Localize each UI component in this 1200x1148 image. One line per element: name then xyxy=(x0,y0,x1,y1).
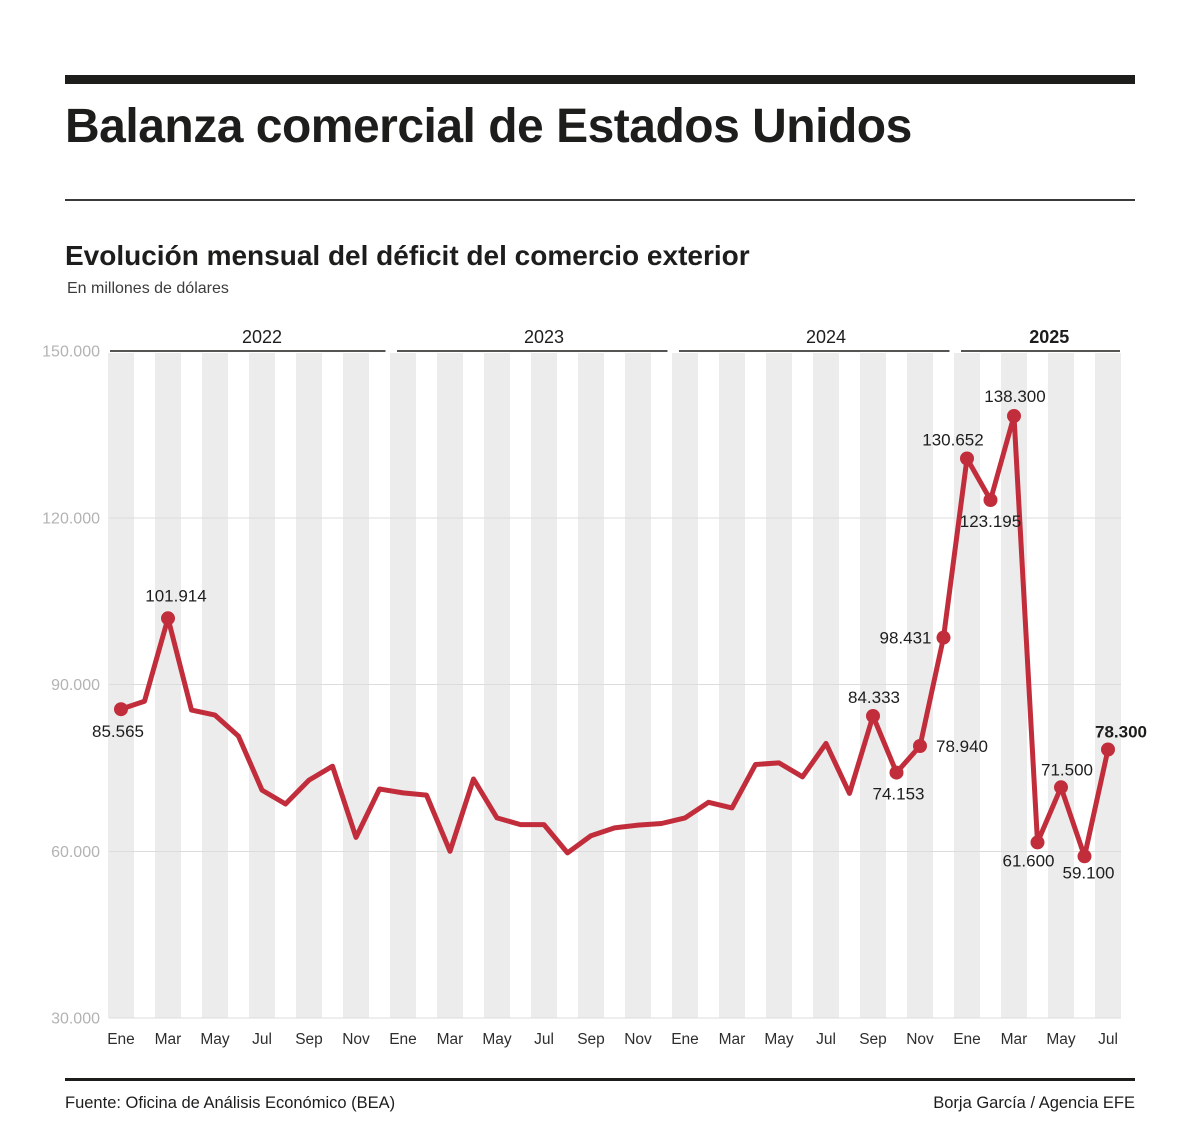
data-point-marker xyxy=(1030,835,1045,850)
data-point-label: 59.100 xyxy=(1063,863,1115,882)
month-stripe xyxy=(343,353,369,1018)
xtick-label: Ene xyxy=(671,1031,699,1048)
xtick-label: Mar xyxy=(437,1031,464,1048)
xtick-label: Jul xyxy=(1098,1031,1118,1048)
xtick-label: May xyxy=(764,1031,794,1048)
data-point-label: 74.153 xyxy=(873,785,925,804)
xtick-label: Jul xyxy=(816,1031,836,1048)
month-stripe xyxy=(108,353,134,1018)
data-point-label: 78.300 xyxy=(1095,723,1147,742)
xtick-label: Sep xyxy=(295,1031,323,1048)
month-stripe xyxy=(625,353,651,1018)
data-point-marker xyxy=(960,451,974,466)
data-point-marker xyxy=(1007,409,1021,423)
xtick-label: Sep xyxy=(577,1031,605,1048)
data-point-marker xyxy=(889,765,904,780)
month-stripe xyxy=(531,353,557,1018)
year-label: 2024 xyxy=(806,327,846,347)
data-point-marker xyxy=(1077,849,1092,864)
xtick-label: Jul xyxy=(534,1031,554,1048)
xtick-label: Ene xyxy=(389,1031,417,1048)
data-point-label: 61.600 xyxy=(1003,851,1055,870)
title-divider xyxy=(65,199,1135,201)
xtick-label: Nov xyxy=(906,1031,934,1048)
xtick-label: Mar xyxy=(719,1031,746,1048)
month-stripe xyxy=(202,353,228,1018)
data-point-marker xyxy=(1101,742,1115,757)
month-stripe xyxy=(719,353,745,1018)
month-stripe xyxy=(484,353,510,1018)
data-point-label: 138.300 xyxy=(984,387,1045,406)
xtick-label: Mar xyxy=(1001,1031,1028,1048)
year-label: 2022 xyxy=(242,327,282,347)
data-point-marker xyxy=(161,611,175,626)
page-title: Balanza comercial de Estados Unidos xyxy=(65,100,912,153)
data-point-label: 85.565 xyxy=(92,722,144,741)
xtick-label: Nov xyxy=(342,1031,370,1048)
month-stripe xyxy=(155,353,181,1018)
units-note: En millones de dólares xyxy=(67,280,229,297)
data-point-label: 130.652 xyxy=(922,431,983,450)
xtick-label: Ene xyxy=(953,1031,981,1048)
data-point-label: 98.431 xyxy=(880,629,932,648)
data-point-marker xyxy=(866,709,880,723)
ytick-label: 90.000 xyxy=(51,677,100,694)
xtick-label: Ene xyxy=(107,1031,135,1048)
chart-subtitle: Evolución mensual del déficit del comerc… xyxy=(65,240,750,271)
month-stripe xyxy=(813,353,839,1018)
xtick-label: May xyxy=(482,1031,512,1048)
xtick-label: Jul xyxy=(252,1031,272,1048)
xtick-label: May xyxy=(1046,1031,1076,1048)
data-point-marker xyxy=(913,739,927,753)
footer-divider xyxy=(65,1078,1135,1081)
month-stripe xyxy=(1048,353,1074,1018)
xtick-label: Mar xyxy=(155,1031,182,1048)
year-label: 2025 xyxy=(1029,327,1069,347)
month-stripe xyxy=(1095,353,1121,1018)
month-stripe xyxy=(437,353,463,1018)
month-stripe xyxy=(578,353,604,1018)
data-point-label: 84.333 xyxy=(848,688,900,707)
ytick-label: 150.000 xyxy=(42,344,100,361)
data-point-label: 71.500 xyxy=(1041,760,1093,779)
source-note: Fuente: Oficina de Análisis Económico (B… xyxy=(65,1094,396,1112)
data-point-label: 78.940 xyxy=(936,737,988,756)
ytick-label: 30.000 xyxy=(51,1011,100,1028)
month-stripe xyxy=(390,353,416,1018)
month-stripe xyxy=(249,353,275,1018)
month-stripe xyxy=(766,353,792,1018)
xtick-label: Sep xyxy=(859,1031,887,1048)
ytick-label: 60.000 xyxy=(51,844,100,861)
year-label: 2023 xyxy=(524,327,564,347)
ytick-label: 120.000 xyxy=(42,510,100,527)
data-point-label: 123.195 xyxy=(960,512,1021,531)
month-stripe xyxy=(672,353,698,1018)
data-point-label: 101.914 xyxy=(145,586,206,605)
data-point-marker xyxy=(936,630,951,645)
data-point-marker xyxy=(983,493,998,507)
month-stripe xyxy=(907,353,933,1018)
data-point-marker xyxy=(114,702,128,717)
data-point-marker xyxy=(1054,780,1068,795)
xtick-label: May xyxy=(200,1031,230,1048)
top-rule-bar xyxy=(65,75,1135,84)
month-stripe xyxy=(860,353,886,1018)
month-stripe xyxy=(1001,353,1027,1018)
credit-note: Borja García / Agencia EFE xyxy=(933,1094,1135,1112)
month-stripe xyxy=(296,353,322,1018)
xtick-label: Nov xyxy=(624,1031,652,1048)
